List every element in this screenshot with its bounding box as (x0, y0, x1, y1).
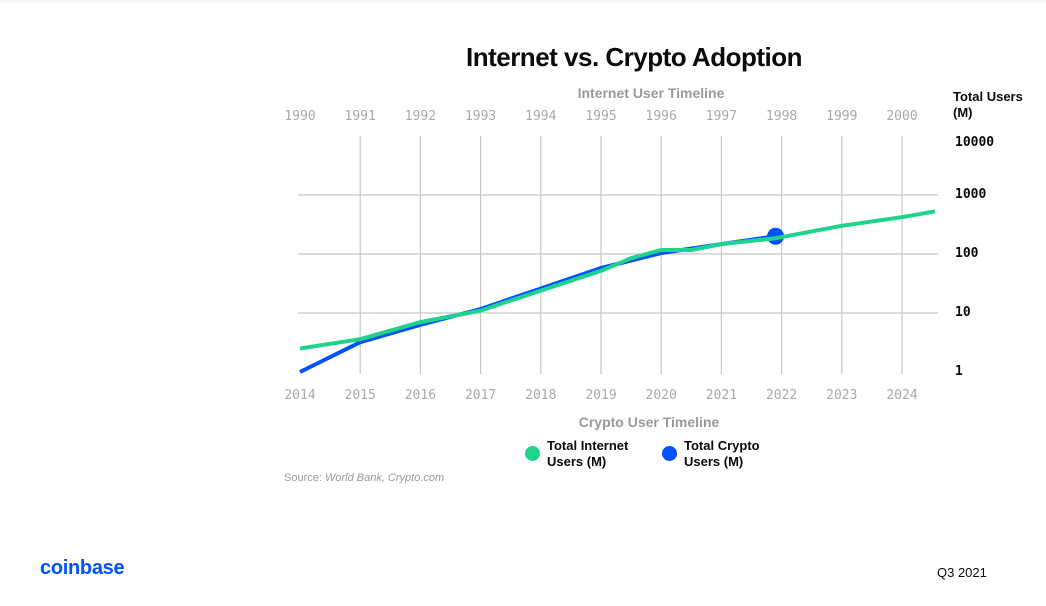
y-tick-label: 1000 (955, 187, 987, 202)
y-tick-label: 10000 (955, 135, 995, 150)
x-bottom-tick-label: 2018 (525, 388, 557, 403)
x-bottom-tick-label: 2016 (404, 388, 437, 403)
legend-item-internet: Total Internet Users (M) (525, 438, 657, 470)
legend-label-crypto: Total Crypto Users (M) (684, 438, 760, 469)
source-prefix: Source: (284, 472, 325, 484)
chart-title: Internet vs. Crypto Adoption (465, 42, 803, 72)
series-line-crypto (299, 234, 776, 374)
legend-label-internet: Total Internet Users (M) (547, 438, 629, 469)
source-text: World Bank, Crypto.com (324, 472, 445, 484)
x-bottom-tick-label: 2019 (585, 388, 617, 403)
x-top-tick-label: 1998 (765, 109, 798, 124)
legend-item-crypto: Total Crypto Users (M) (662, 438, 794, 470)
x-top-tick-label: 1991 (344, 109, 376, 124)
top-border (0, 0, 1046, 4)
y-tick-label: 10 (955, 305, 971, 320)
legend-swatch-internet (525, 446, 540, 461)
x-bottom-tick-label: 2020 (645, 388, 677, 403)
x-top-tick-label: 1996 (645, 109, 677, 124)
x-bottom-tick-label: 2017 (464, 388, 497, 403)
report-period: Q3 2021 (937, 565, 987, 580)
x-top-axis-title: Internet User Timeline (577, 85, 725, 101)
x-top-tick-label: 1997 (705, 109, 738, 124)
x-top-tick-label: 1994 (525, 109, 557, 124)
coinbase-logo: coinbase (40, 557, 125, 579)
y-axis-title: Total Users (M) (953, 89, 1023, 120)
series-line-internet (299, 209, 936, 351)
x-top-tick-label: 2000 (886, 109, 918, 124)
x-bottom-tick-label: 2014 (284, 388, 316, 403)
x-top-tick-label: 1990 (284, 109, 316, 124)
legend-swatch-crypto (662, 446, 677, 461)
source-note: Source: World Bank, Crypto.com (284, 472, 444, 484)
x-top-tick-label: 1999 (826, 109, 858, 124)
x-bottom-tick-label: 2015 (344, 388, 376, 403)
grid (298, 136, 938, 374)
y-tick-label: 100 (955, 246, 979, 261)
x-top-tick-label: 1993 (464, 109, 497, 124)
series-lines (299, 209, 936, 374)
x-bottom-tick-label: 2022 (765, 388, 798, 403)
x-bottom-tick-label: 2024 (886, 388, 918, 403)
x-bottom-axis-title: Crypto User Timeline (578, 414, 720, 430)
x-bottom-tick-label: 2021 (705, 388, 738, 403)
x-top-tick-label: 1992 (404, 109, 437, 124)
x-bottom-tick-label: 2023 (826, 388, 858, 403)
x-top-tick-label: 1995 (585, 109, 617, 124)
y-tick-label: 1 (955, 364, 963, 379)
